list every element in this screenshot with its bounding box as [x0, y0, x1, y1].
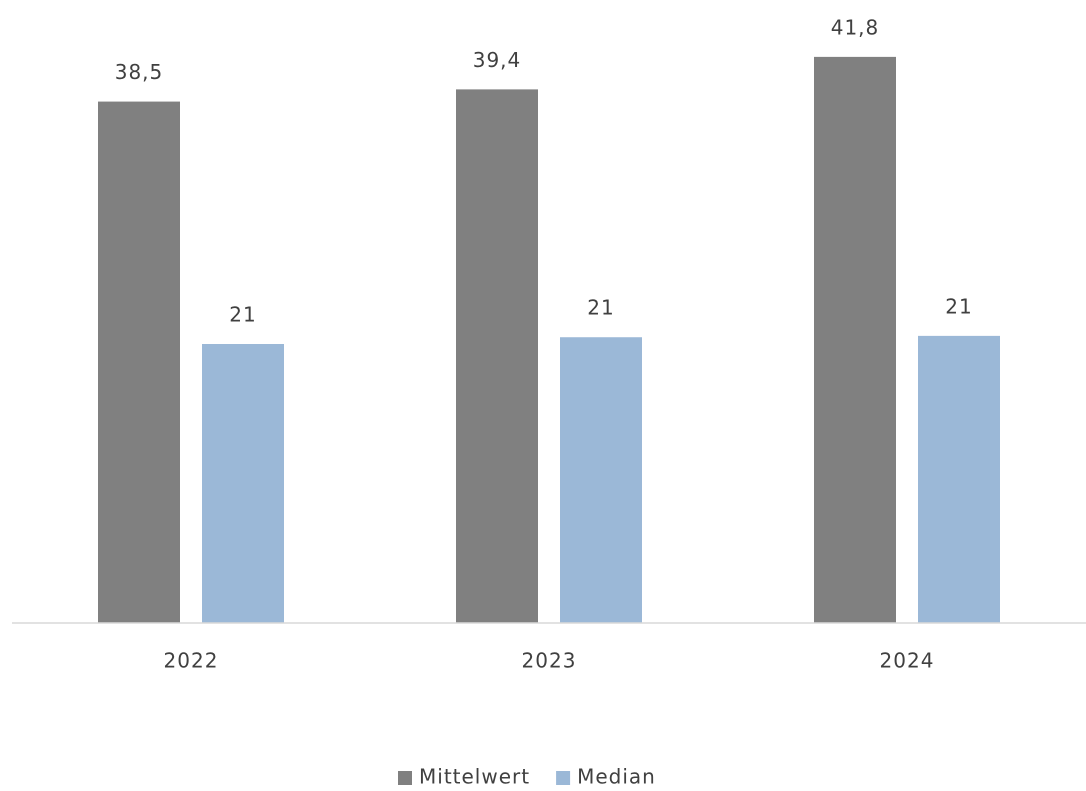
data-label: 38,5 — [115, 60, 164, 84]
x-tick-label: 2022 — [164, 649, 219, 673]
data-label: 21 — [587, 296, 614, 320]
x-tick-label: 2024 — [880, 649, 935, 673]
legend-label: Mittelwert — [419, 765, 530, 789]
legend-swatch — [556, 771, 571, 785]
bar — [98, 101, 180, 623]
data-label: 41,8 — [831, 15, 880, 39]
bar — [560, 337, 642, 623]
bar — [918, 335, 1000, 623]
data-label: 21 — [229, 303, 256, 327]
legend-swatch — [398, 771, 412, 785]
bar — [814, 56, 896, 623]
bar — [456, 89, 538, 623]
x-tick-label: 2023 — [522, 649, 577, 673]
bar — [202, 344, 284, 623]
legend-label: Median — [577, 765, 656, 789]
data-label: 21 — [945, 294, 972, 318]
data-label: 39,4 — [473, 48, 522, 72]
